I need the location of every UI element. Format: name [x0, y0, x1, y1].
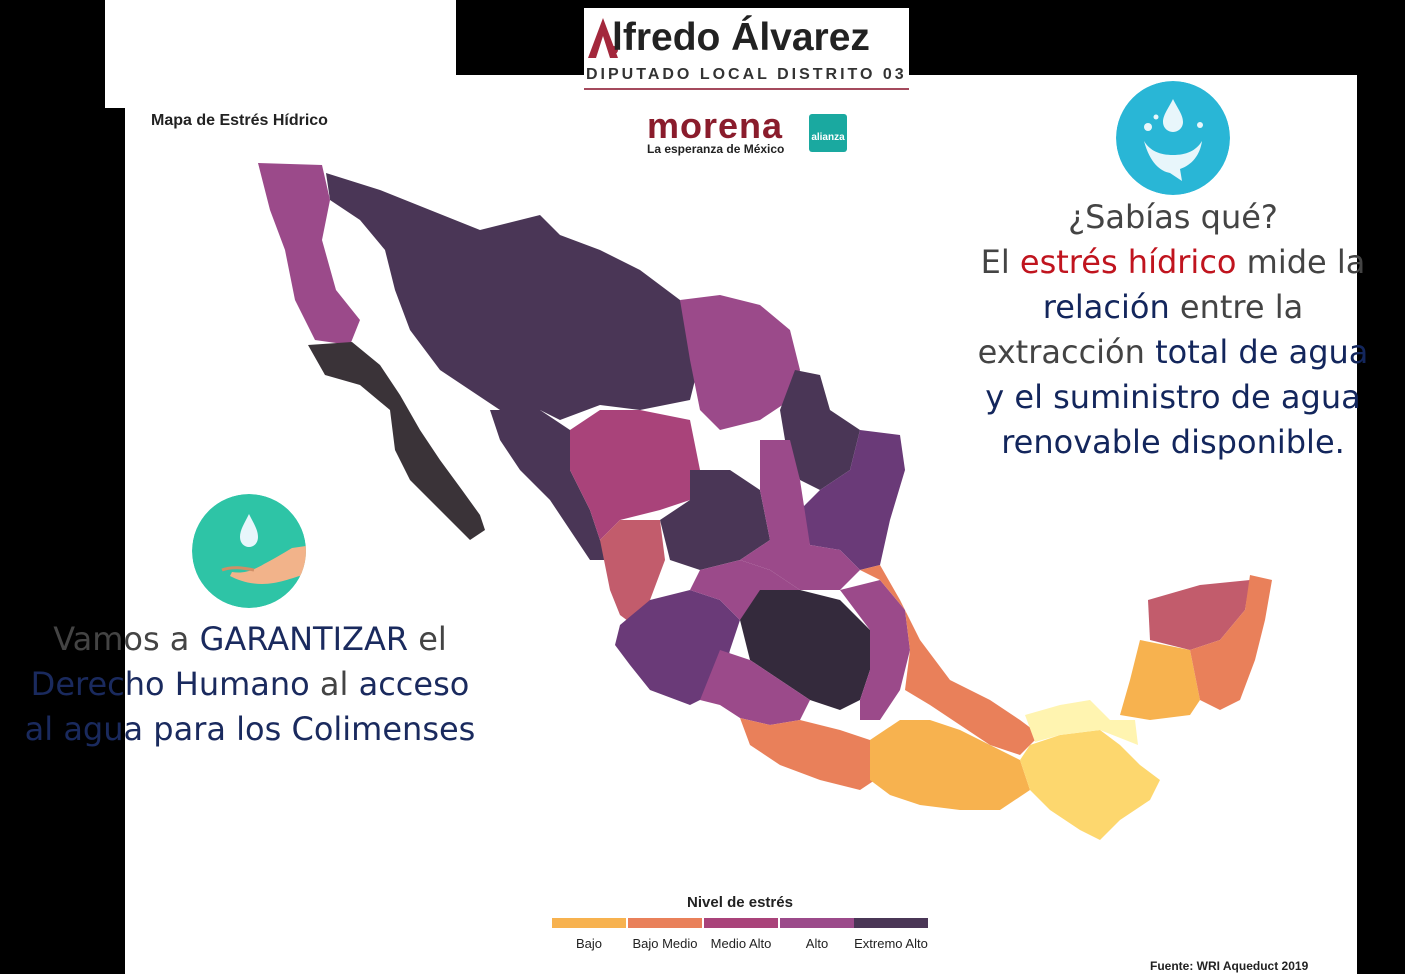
- region-nuevo-leon: [780, 370, 860, 490]
- region-chiapas: [1020, 730, 1160, 840]
- region-central: [740, 590, 870, 710]
- legend-item-bajo: Bajo: [552, 918, 626, 951]
- region-baja-california: [258, 163, 360, 345]
- legend-label: Bajo: [575, 936, 603, 951]
- region-veracruz: [860, 565, 1040, 755]
- slogan-part: el: [408, 620, 447, 658]
- region-guerrero: [740, 718, 875, 790]
- legend-title: Nivel de estrés: [687, 894, 793, 911]
- brand-name: lfredo Álvarez: [612, 16, 870, 59]
- legend-item-alto: Alto: [780, 918, 854, 951]
- legend-swatch: [780, 918, 854, 928]
- water-stress-fact: ¿Sabías qué? El estrés hídrico mide la r…: [965, 195, 1381, 465]
- alianza-logo: alianza: [809, 114, 847, 152]
- legend-item-extremo-alto: Extremo Alto: [854, 918, 928, 951]
- party-tagline: La esperanza de México: [647, 142, 785, 156]
- fact-part-highlight: total de agua y el suministro de agua re…: [985, 333, 1369, 461]
- fact-part: El: [980, 243, 1020, 281]
- fact-body: El estrés hídrico mide la relación entre…: [965, 240, 1381, 465]
- map-title: Mapa de Estrés Hídrico: [151, 112, 328, 129]
- legend-label: Medio Alto: [710, 936, 772, 951]
- legend-item-bajo-medio: Bajo Medio: [628, 918, 702, 951]
- morena-logo: morena La esperanza de México: [647, 105, 785, 157]
- legend-swatch: [854, 918, 928, 928]
- slogan-part: Vamos a: [53, 620, 200, 658]
- legend-swatch: [552, 918, 626, 928]
- legend-label: Extremo Alto: [854, 936, 928, 951]
- region-durango: [570, 410, 700, 540]
- legend-swatch: [628, 918, 702, 928]
- slogan-part-highlight: GARANTIZAR: [199, 620, 409, 658]
- region-tamaulipas: [800, 430, 905, 570]
- region-coahuila: [680, 295, 800, 430]
- region-tabasco: [1025, 700, 1138, 745]
- brand-subtitle: DIPUTADO LOCAL DISTRITO 03: [586, 66, 907, 83]
- region-zacatecas: [660, 470, 770, 570]
- region-baja-california-sur: [308, 342, 485, 540]
- legend-label: Alto: [805, 936, 829, 951]
- slogan-part-highlight: Derecho Humano: [30, 665, 310, 703]
- region-sinaloa: [490, 410, 610, 560]
- region-jalisco: [615, 590, 740, 705]
- water-splash-icon: [1116, 81, 1230, 195]
- hand-water-drop-icon: [192, 494, 306, 608]
- slogan-part: al: [309, 665, 359, 703]
- fact-question: ¿Sabías qué?: [1068, 198, 1278, 236]
- region-quintana-roo: [1190, 575, 1272, 710]
- brand-header: lfredo Álvarez DIPUTADO LOCAL DISTRITO 0…: [584, 8, 909, 90]
- source-note: Fuente: WRI Aqueduct 2019: [1150, 959, 1309, 973]
- brand-underline: [584, 88, 909, 90]
- region-campeche: [1120, 640, 1200, 720]
- legend-swatch: [704, 918, 778, 928]
- fact-part: mide la: [1236, 243, 1366, 281]
- fact-part: entre la extracción: [977, 288, 1304, 371]
- slogan-text: Vamos a GARANTIZAR el Derecho Humano al …: [20, 617, 480, 752]
- legend-label: Bajo Medio: [632, 936, 698, 951]
- fact-part-highlight: relación: [1042, 288, 1170, 326]
- brand-a-logo-icon: [588, 18, 618, 58]
- legend-item-medio-alto: Medio Alto: [704, 918, 778, 951]
- region-yucatan: [1148, 580, 1250, 650]
- region-northwest: [326, 173, 700, 420]
- region-puebla: [840, 580, 910, 720]
- party-name: morena: [647, 105, 784, 146]
- region-oaxaca: [870, 720, 1030, 810]
- slogan-part-highlight: acceso al agua para los Colimenses: [24, 665, 476, 748]
- region-san-luis-potosi: [740, 440, 860, 590]
- fact-part-highlight: estrés hídrico: [1019, 243, 1237, 281]
- region-michoacan: [700, 650, 810, 725]
